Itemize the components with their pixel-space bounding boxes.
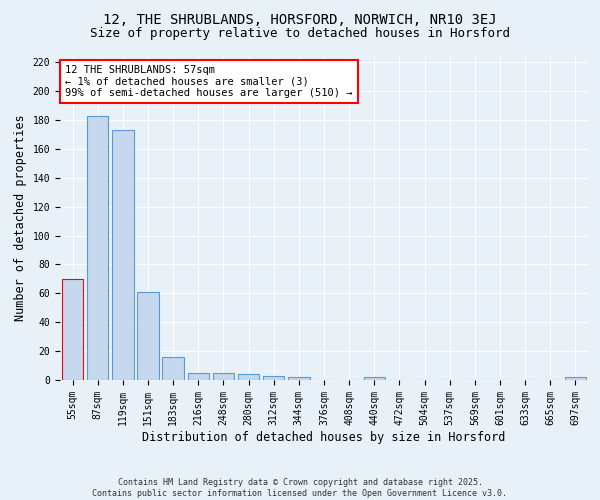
Bar [87, 116, 109, 380]
Text: 12 THE SHRUBLANDS: 57sqm
← 1% of detached houses are smaller (3)
99% of semi-det: 12 THE SHRUBLANDS: 57sqm ← 1% of detache… [65, 64, 353, 98]
X-axis label: Distribution of detached houses by size in Horsford: Distribution of detached houses by size … [142, 430, 506, 444]
Y-axis label: Number of detached properties: Number of detached properties [14, 114, 27, 321]
Bar [213, 373, 234, 380]
Text: Contains HM Land Registry data © Crown copyright and database right 2025.
Contai: Contains HM Land Registry data © Crown c… [92, 478, 508, 498]
Bar [238, 374, 259, 380]
Bar [288, 377, 310, 380]
Bar [364, 377, 385, 380]
Bar [112, 130, 134, 380]
Bar [137, 292, 158, 380]
Bar [163, 357, 184, 380]
Bar [565, 377, 586, 380]
Bar [188, 373, 209, 380]
Text: 12, THE SHRUBLANDS, HORSFORD, NORWICH, NR10 3EJ: 12, THE SHRUBLANDS, HORSFORD, NORWICH, N… [103, 12, 497, 26]
Bar [263, 376, 284, 380]
Bar [62, 279, 83, 380]
Text: Size of property relative to detached houses in Horsford: Size of property relative to detached ho… [90, 28, 510, 40]
